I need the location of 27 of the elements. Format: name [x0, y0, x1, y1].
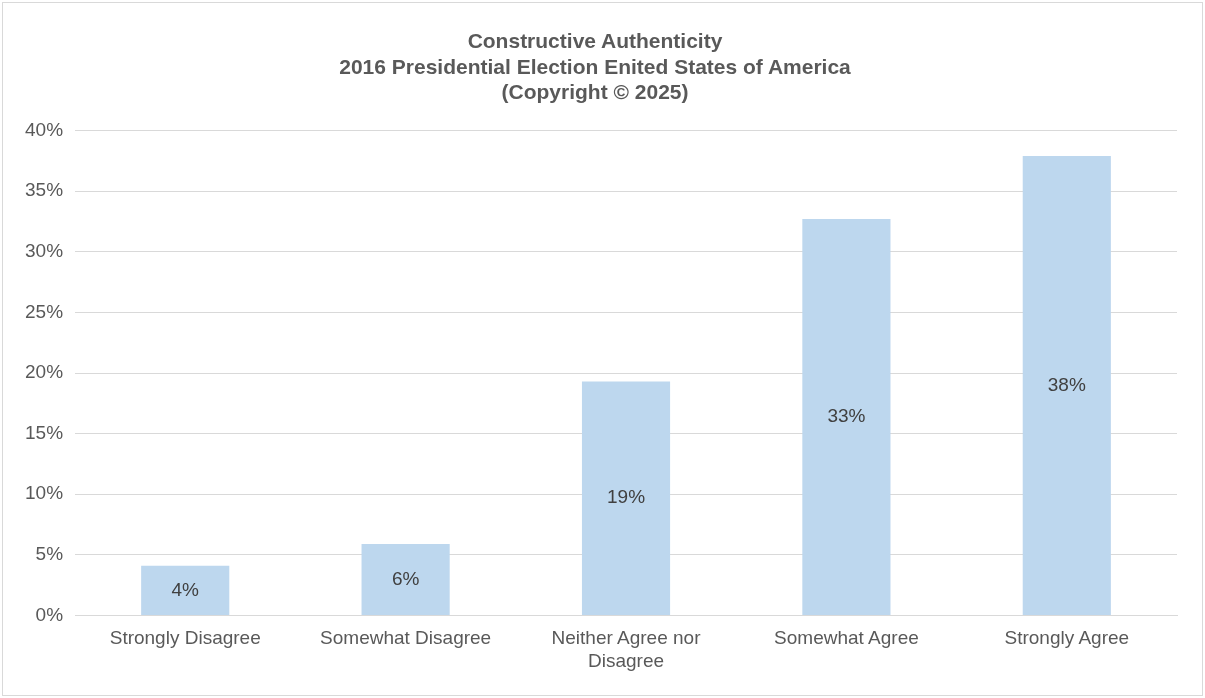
y-tick-label: 25% — [25, 300, 64, 322]
x-tick-label: Strongly Disagree — [109, 627, 261, 649]
y-tick-label: 30% — [25, 240, 64, 262]
y-tick-label: 10% — [25, 482, 64, 504]
x-tick-label: Neither Agree nor Disagree — [551, 627, 702, 671]
y-tick-label: 40% — [25, 118, 64, 140]
x-tick-label: Somewhat Agree — [774, 627, 919, 649]
data-label: 4% — [171, 578, 200, 600]
x-tick-label: Somewhat Disagree — [320, 627, 492, 649]
bar — [1022, 156, 1111, 615]
data-label: 19% — [607, 486, 646, 508]
data-label: 6% — [391, 567, 420, 589]
data-label: 38% — [1047, 373, 1086, 395]
y-tick-label: 35% — [25, 179, 64, 201]
y-tick-label: 15% — [25, 421, 64, 443]
bar — [802, 219, 891, 615]
text: Constructive Authenticity — [467, 29, 723, 53]
bar — [581, 381, 671, 615]
bar — [361, 543, 450, 615]
text: (Copyright © 2025) — [501, 79, 689, 103]
y-tick-label: 20% — [25, 361, 64, 383]
x-tick-label: Strongly Agree — [1004, 627, 1130, 649]
y-tick-label: 5% — [35, 543, 64, 565]
y-tick-label: 0% — [35, 603, 64, 625]
data-label: 33% — [827, 405, 866, 427]
text: 2016 Presidential Election Enited States of America — [339, 54, 851, 78]
bar — [141, 565, 230, 615]
